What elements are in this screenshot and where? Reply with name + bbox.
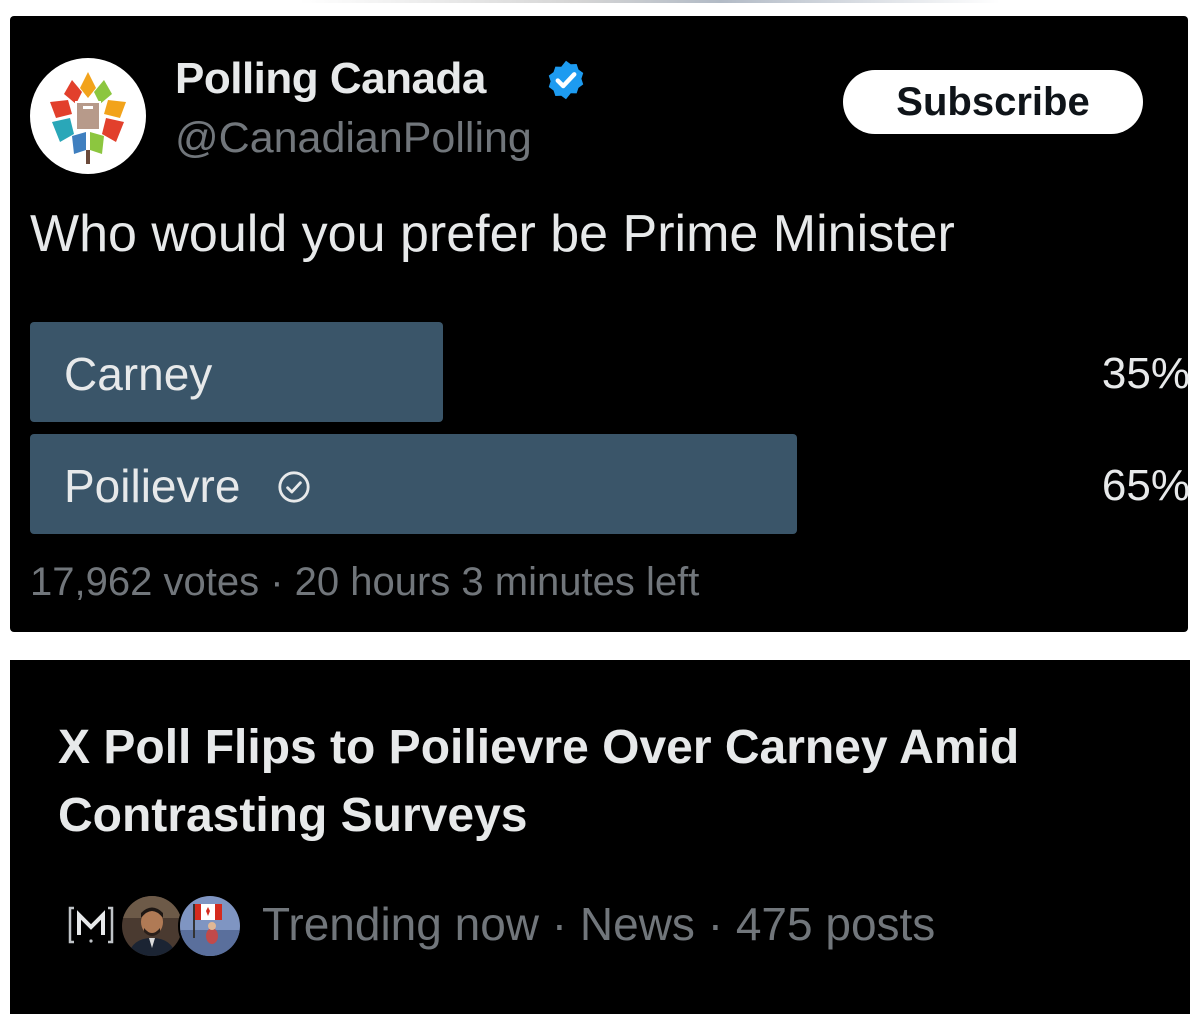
poll-option-carney[interactable]: Carney 35% [30,322,1190,422]
voted-check-icon [278,471,310,503]
polling-canada-logo-icon [32,60,144,172]
poll-question: Who would you prefer be Prime Minister [30,205,955,263]
m-logo-icon [68,905,114,945]
trending-category: News [579,898,695,950]
poll-option-poilievre[interactable]: Poilievre 65% [30,434,1190,534]
poll-result-bar [30,434,797,534]
poll-option-label: Poilievre [64,434,311,538]
flag-photo-icon [180,896,240,956]
meta-separator: · [270,560,284,604]
trending-headline[interactable]: X Poll Flips to Poilievre Over Carney Am… [58,721,1020,842]
poll-option-text: Carney [64,348,213,400]
previous-content-edge [0,0,1200,8]
verified-badge-icon[interactable] [544,58,588,102]
poll-post-card: Polling Canada @CanadianPolling Subscrib… [10,16,1190,632]
poll-option-percent: 65% [1101,461,1190,510]
vote-count: 17,962 votes [30,560,260,604]
poll-option-percent: 35% [1101,349,1190,398]
poll-option-label: Carney [64,322,212,426]
trending-post-count: 475 posts [735,898,936,950]
subscribe-button[interactable]: Subscribe [843,70,1143,134]
trending-avatar-flag [178,894,242,958]
person-photo-icon [122,896,182,956]
trending-status: Trending now [262,898,540,950]
time-left: 20 hours 3 minutes left [294,560,700,604]
meta-separator: · [707,898,724,950]
user-handle[interactable]: @CanadianPolling [175,114,532,162]
poll-meta: 17,962 votes · 20 hours 3 minutes left [30,560,699,605]
poll-result-bar [30,322,443,422]
edge-shadow [300,0,1000,3]
display-name[interactable]: Polling Canada [175,54,486,103]
poll-option-text: Poilievre [64,460,241,512]
meta-separator: · [551,898,568,950]
trending-avatar-person [120,894,184,958]
trending-card[interactable]: X Poll Flips to Poilievre Over Carney Am… [10,660,1190,1014]
avatar[interactable] [30,58,146,174]
trending-meta-text: Trending now · News · 475 posts [262,890,935,958]
